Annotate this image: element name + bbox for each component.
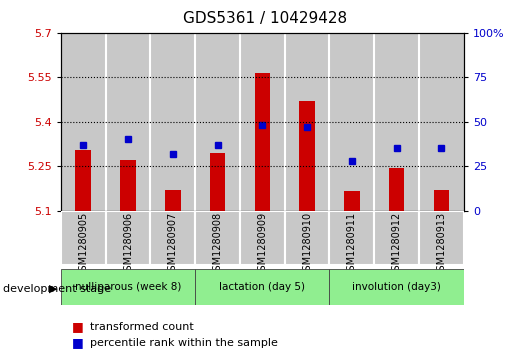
Bar (61, 33, 105, 211)
Bar (285, 33, 330, 211)
Text: involution (day3): involution (day3) (352, 282, 441, 292)
Bar (330, 269, 464, 305)
Bar (120, 160, 136, 211)
Text: GSM1280908: GSM1280908 (213, 212, 223, 277)
Bar (61, 269, 195, 305)
Text: GSM1280913: GSM1280913 (436, 212, 446, 277)
Text: GSM1280909: GSM1280909 (258, 212, 267, 277)
Text: nulliparous (week 8): nulliparous (week 8) (75, 282, 181, 292)
Text: GSM1280911: GSM1280911 (347, 212, 357, 277)
Bar (419, 211, 464, 265)
Bar (195, 33, 240, 211)
Text: transformed count: transformed count (90, 322, 194, 332)
Bar (299, 101, 315, 211)
Text: ■: ■ (72, 320, 83, 333)
Bar (285, 211, 330, 265)
Bar (195, 269, 330, 305)
Text: GSM1280905: GSM1280905 (78, 212, 89, 277)
Bar (165, 190, 181, 211)
Bar (374, 33, 419, 211)
Bar (434, 190, 449, 211)
Text: ▶: ▶ (49, 284, 57, 294)
Bar (330, 211, 374, 265)
Bar (195, 211, 240, 265)
Text: GSM1280906: GSM1280906 (123, 212, 133, 277)
Bar (210, 153, 225, 211)
Text: ■: ■ (72, 337, 83, 350)
Bar (61, 211, 105, 265)
Bar (254, 73, 270, 211)
Bar (151, 33, 195, 211)
Bar (389, 168, 404, 211)
Bar (75, 150, 91, 211)
Text: development stage: development stage (3, 284, 111, 294)
Bar (151, 211, 195, 265)
Bar (240, 211, 285, 265)
Text: GSM1280910: GSM1280910 (302, 212, 312, 277)
Bar (330, 33, 374, 211)
Text: GDS5361 / 10429428: GDS5361 / 10429428 (183, 11, 347, 26)
Bar (419, 33, 464, 211)
Bar (240, 33, 285, 211)
Bar (374, 211, 419, 265)
Text: percentile rank within the sample: percentile rank within the sample (90, 338, 278, 348)
Bar (344, 191, 360, 211)
Bar (105, 33, 151, 211)
Text: GSM1280907: GSM1280907 (168, 212, 178, 277)
Text: lactation (day 5): lactation (day 5) (219, 282, 305, 292)
Text: GSM1280912: GSM1280912 (392, 212, 402, 277)
Bar (105, 211, 151, 265)
